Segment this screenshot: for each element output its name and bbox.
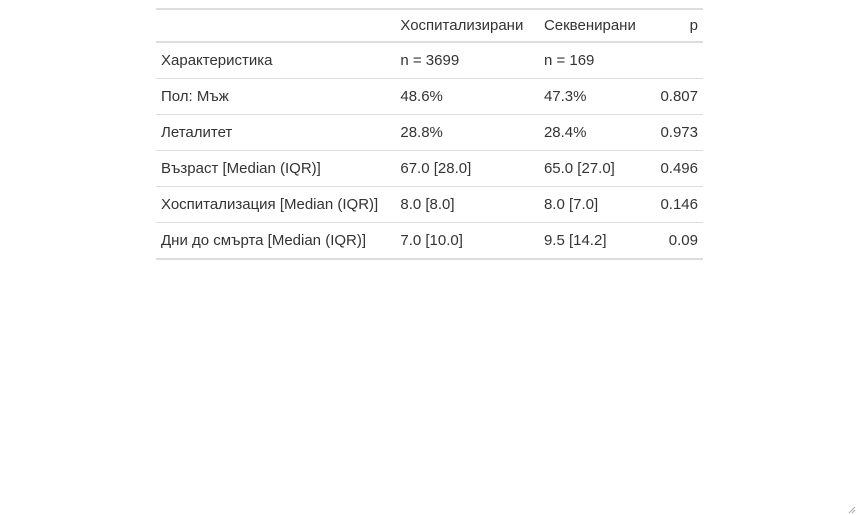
table-header: Хоспитализирани Секвенирани p bbox=[156, 9, 703, 42]
header-hospitalized: Хоспитализирани bbox=[400, 17, 524, 34]
header-row: Хоспитализирани Секвенирани p bbox=[156, 9, 703, 42]
p-value: 0.973 bbox=[660, 124, 698, 141]
p-value: 0.496 bbox=[660, 160, 698, 177]
table-row: Леталитет 28.8% 28.4% 0.973 bbox=[156, 115, 703, 151]
table-row: Хоспитализация [Median (IQR)] 8.0 [8.0] … bbox=[156, 187, 703, 223]
sequenced-value: n = 169 bbox=[543, 52, 595, 69]
p-value: 0.09 bbox=[668, 232, 698, 249]
sequenced-value: 9.5 [14.2] bbox=[543, 232, 607, 249]
sequenced-value: 65.0 [27.0] bbox=[543, 160, 615, 177]
p-value: 0.146 bbox=[660, 196, 698, 213]
table-body: Характеристика n = 3699 n = 169 Пол: Мъж… bbox=[156, 42, 703, 259]
row-label: Хоспитализация [Median (IQR)] bbox=[161, 196, 379, 213]
resize-grip-icon[interactable] bbox=[847, 505, 856, 514]
row-label: Характеристика bbox=[161, 52, 273, 69]
header-characteristic bbox=[156, 9, 395, 42]
summary-table-container: Хоспитализирани Секвенирани p Характерис… bbox=[156, 8, 703, 260]
row-label: Леталитет bbox=[161, 124, 233, 141]
p-value bbox=[649, 42, 703, 79]
row-label: Пол: Мъж bbox=[161, 88, 229, 105]
table-row: Пол: Мъж 48.6% 47.3% 0.807 bbox=[156, 79, 703, 115]
hospitalized-value: 28.8% bbox=[400, 124, 443, 141]
hospitalized-value: 48.6% bbox=[400, 88, 443, 105]
sequenced-value: 28.4% bbox=[543, 124, 587, 141]
sequenced-value: 8.0 [7.0] bbox=[543, 196, 599, 213]
row-label: Дни до смърта [Median (IQR)] bbox=[161, 232, 367, 249]
hospitalized-value: 8.0 [8.0] bbox=[400, 196, 455, 213]
header-p-value: p bbox=[689, 17, 698, 34]
row-label: Възраст [Median (IQR)] bbox=[161, 160, 321, 177]
sequenced-value: 47.3% bbox=[543, 88, 587, 105]
hospitalized-value: n = 3699 bbox=[400, 52, 460, 69]
hospitalized-value: 67.0 [28.0] bbox=[400, 160, 472, 177]
summary-table: Хоспитализирани Секвенирани p Характерис… bbox=[156, 8, 703, 260]
table-row: Възраст [Median (IQR)] 67.0 [28.0] 65.0 … bbox=[156, 151, 703, 187]
p-value: 0.807 bbox=[660, 88, 698, 105]
table-row: Дни до смърта [Median (IQR)] 7.0 [10.0] … bbox=[156, 223, 703, 259]
table-row: Характеристика n = 3699 n = 169 bbox=[156, 42, 703, 79]
hospitalized-value: 7.0 [10.0] bbox=[400, 232, 463, 249]
header-sequenced: Секвенирани bbox=[543, 17, 636, 34]
